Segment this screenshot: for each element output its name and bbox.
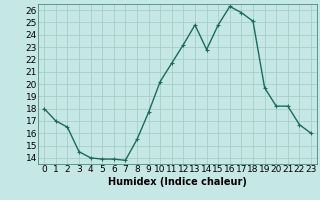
X-axis label: Humidex (Indice chaleur): Humidex (Indice chaleur) <box>108 177 247 187</box>
